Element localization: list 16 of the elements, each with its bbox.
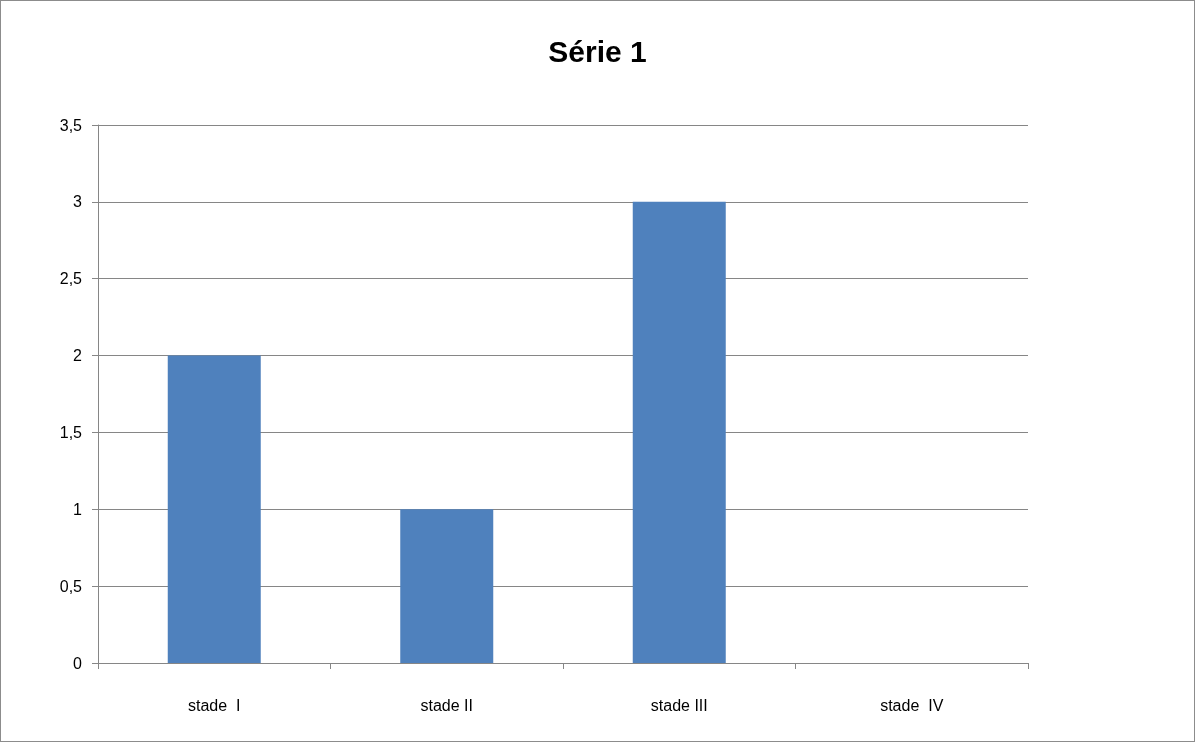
x-tick-label: stade II bbox=[420, 696, 473, 714]
y-tick-label: 3 bbox=[73, 193, 83, 211]
y-tick-label: 1 bbox=[73, 500, 83, 518]
bar bbox=[632, 201, 726, 663]
bar bbox=[400, 509, 494, 663]
y-tick-label: 0,5 bbox=[59, 577, 83, 595]
y-tick-label: 3,5 bbox=[59, 116, 83, 134]
y-tick-label: 1,5 bbox=[59, 423, 83, 441]
y-tick-label: 2 bbox=[73, 347, 83, 365]
x-tick-label: stade I bbox=[188, 696, 241, 714]
y-tick-label: 0 bbox=[73, 654, 83, 672]
y-tick-label: 2,5 bbox=[59, 270, 83, 288]
chart-title: Série 1 bbox=[548, 34, 647, 68]
x-tick-label: stade III bbox=[650, 696, 708, 714]
x-tick-label: stade IV bbox=[880, 696, 944, 714]
bar bbox=[167, 355, 261, 663]
